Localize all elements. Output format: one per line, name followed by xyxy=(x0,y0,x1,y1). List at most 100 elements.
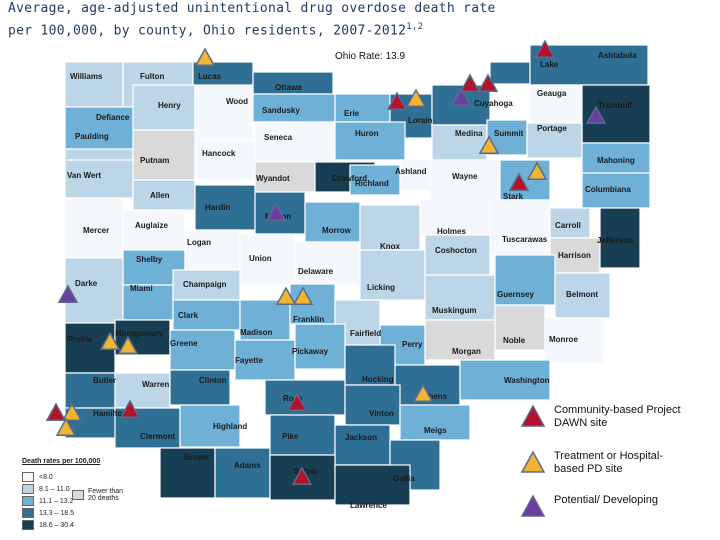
county-label-summit: Summit xyxy=(494,129,524,138)
site-marker-trumbull-1 xyxy=(585,105,607,124)
county-pickaway xyxy=(294,323,346,370)
site-marker-stark-1 xyxy=(508,172,530,191)
county-huron xyxy=(334,121,406,161)
county-adams xyxy=(214,447,271,499)
site-legend-label: Treatment or Hospital-based PD site xyxy=(554,450,664,475)
county-tuscarawas xyxy=(489,199,551,256)
county-label-washington: Washington xyxy=(504,376,550,385)
county-label-williams: Williams xyxy=(70,72,103,81)
county-greene xyxy=(169,329,236,371)
county-label-crawford: Crawford xyxy=(332,174,367,183)
rate-legend-row: 13.3 – 18.5 xyxy=(22,507,172,519)
title-line-1: Average, age-adjusted unintentional drug… xyxy=(8,1,496,16)
ohio-state-rate: Ohio Rate: 13.9 xyxy=(335,51,406,62)
county-label-miami: Miami xyxy=(130,284,153,293)
title-footnote: 1,2 xyxy=(406,22,424,32)
county-label-holmes: Holmes xyxy=(437,227,466,236)
site-marker-cuyahoga-1 xyxy=(450,87,472,106)
county-label-fayette: Fayette xyxy=(235,356,264,365)
county-fayette xyxy=(234,339,296,381)
county-label-ashtabula: Ashtabula xyxy=(598,51,637,60)
county-morrow xyxy=(304,201,361,243)
county-madison xyxy=(239,299,291,341)
county-label-geauga: Geauga xyxy=(537,89,567,98)
county-label-cuyahoga: Cuyahoga xyxy=(474,99,513,108)
county-label-greene: Greene xyxy=(170,339,198,348)
county-label-clinton: Clinton xyxy=(199,376,227,385)
county-lawrence xyxy=(334,464,411,506)
county-label-shelby: Shelby xyxy=(136,255,163,264)
county-licking xyxy=(359,249,426,301)
county-wyandot xyxy=(254,161,316,193)
site-marker-hamilton-2 xyxy=(61,402,83,421)
county-label-belmont: Belmont xyxy=(566,290,598,299)
county-label-wayne: Wayne xyxy=(452,172,478,181)
county-label-fairfield: Fairfield xyxy=(350,329,381,338)
county-label-allen: Allen xyxy=(150,191,170,200)
county-auglaize xyxy=(122,209,186,251)
county-morgan xyxy=(424,319,496,361)
county-label-scioto: Scioto xyxy=(294,467,319,476)
site-marker-hamilton-4 xyxy=(119,399,141,418)
rate-legend-label: 11.1 – 13.2 xyxy=(39,497,74,505)
site-marker-lake-1 xyxy=(534,39,556,58)
county-muskingum xyxy=(424,274,496,321)
site-marker-franklin-1 xyxy=(275,286,297,305)
site-marker-montgomery-1 xyxy=(99,331,121,350)
suppressed-label: Fewer than 20 deaths xyxy=(88,488,124,502)
county-portage xyxy=(526,122,583,159)
county-label-logan: Logan xyxy=(187,238,211,247)
county-label-harrison: Harrison xyxy=(558,251,591,260)
county-warren xyxy=(114,372,171,409)
county-jackson xyxy=(334,424,391,466)
suppressed-swatch xyxy=(72,490,84,500)
county-clark xyxy=(172,299,241,331)
county-label-ross: Ross xyxy=(283,394,303,403)
site-legend-triangle-icon xyxy=(520,404,546,427)
rate-legend-swatch xyxy=(22,484,34,494)
county-label-highland: Highland xyxy=(213,422,247,431)
rate-legend: Death rates per 100,000 <8.0 8.1 – 11.0 11… xyxy=(22,458,172,531)
county-label-putnam: Putnam xyxy=(140,156,169,165)
county-label-preble: Preble xyxy=(68,335,93,344)
site-marker-ross-1 xyxy=(286,392,308,411)
county-label-medina: Medina xyxy=(455,129,483,138)
county-label-guernsey: Guernsey xyxy=(497,290,534,299)
county-mercer xyxy=(64,197,124,259)
county-ashland xyxy=(399,159,431,191)
site-marker-athens-1 xyxy=(412,383,434,402)
site-legend-row: Community-based Project DAWN site xyxy=(520,404,684,430)
county-label-knox: Knox xyxy=(380,242,401,251)
county-label-warren: Warren xyxy=(142,380,169,389)
county-label-hamilton: Hamilton xyxy=(93,409,127,418)
rate-legend-row: <8.0 xyxy=(22,471,172,483)
county-label-trumbull: Trumbull xyxy=(598,101,632,110)
site-legend-row: Treatment or Hospital-based PD site xyxy=(520,450,684,476)
county-label-morrow: Morrow xyxy=(322,226,352,235)
site-marker-franklin-2 xyxy=(292,286,314,305)
rate-legend-swatch xyxy=(22,508,34,518)
site-marker-summit-1 xyxy=(478,135,500,154)
county-darke xyxy=(64,257,124,324)
county-geauga xyxy=(529,84,583,124)
county-label-licking: Licking xyxy=(367,283,395,292)
county-label-athens: Athens xyxy=(420,392,448,401)
county-label-columbiana: Columbiana xyxy=(585,185,631,194)
county-label-lawrence: Lawrence xyxy=(350,501,387,510)
county-label-lake: Lake xyxy=(540,60,559,69)
site-marker-lorain-1 xyxy=(386,91,408,110)
county-label-hancock: Hancock xyxy=(202,149,236,158)
county-label-clark: Clark xyxy=(178,311,199,320)
county-label-morgan: Morgan xyxy=(452,347,481,356)
county-label-adams: Adams xyxy=(234,461,261,470)
county-defiance xyxy=(64,106,134,150)
rate-legend-swatch xyxy=(22,520,34,530)
county-label-delaware: Delaware xyxy=(298,267,334,276)
county-label-jefferson: Jefferson xyxy=(597,236,633,245)
county-delaware xyxy=(294,241,361,285)
county-label-richland: Richland xyxy=(355,179,389,188)
rate-legend-label: <8.0 xyxy=(39,473,53,481)
county-label-huron: Huron xyxy=(355,129,379,138)
site-marker-hamilton-1 xyxy=(45,402,67,421)
